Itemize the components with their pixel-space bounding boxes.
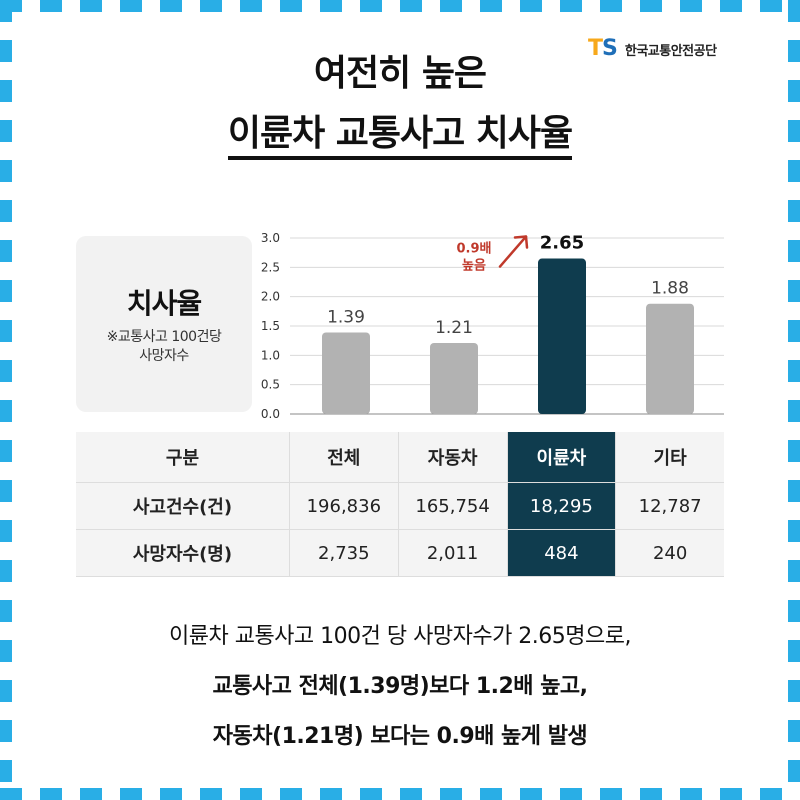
table-cell: 196,836 — [289, 482, 399, 530]
metric-label-box: 치사율 ※교통사고 100건당 사망자수 — [76, 236, 252, 412]
table-cell: 18,295 — [507, 482, 617, 530]
metric-note: ※교통사고 100건당 사망자수 — [76, 328, 252, 366]
table-header-row: 구분 전체 자동차 이륜차 기타 — [76, 432, 724, 483]
table-cell: 165,754 — [398, 482, 508, 530]
bar-2 — [430, 343, 478, 414]
bar-1 — [322, 332, 370, 414]
annotation-line2: 높음 — [462, 258, 486, 274]
table-cell: 240 — [615, 529, 724, 577]
table-cell: 484 — [507, 529, 617, 577]
table-header-cell: 자동차 — [398, 432, 508, 483]
y-tick-label: 0.0 — [261, 407, 280, 421]
annotation-line1: 0.9배 — [457, 241, 492, 257]
table-cell: 2,735 — [289, 529, 399, 577]
bar-chart: 0.0 0.5 1.0 1.5 2.0 2.5 3.0 1.39 1.21 2.65 1.88 0.9… — [261, 231, 724, 421]
title-line2: 이륜차 교통사고 치사율 — [0, 112, 800, 160]
table-row: 사망자수(명) 2,735 2,011 484 240 — [76, 529, 724, 577]
table-row: 사고건수(건) 196,836 165,754 18,295 12,787 — [76, 482, 724, 530]
metric-title: 치사율 — [126, 287, 202, 320]
bar-3 — [538, 258, 586, 414]
y-tick-label: 1.5 — [261, 319, 280, 333]
summary-line3: 자동차(1.21명) 보다는 0.9배 높게 발생 — [212, 724, 588, 749]
bar-4 — [646, 303, 694, 414]
title-line1: 여전히 높은 — [313, 53, 487, 94]
table-cell: 2,011 — [398, 529, 508, 577]
ts-logo-icon: TS — [588, 36, 618, 61]
table-header-cell: 기타 — [615, 432, 724, 483]
data-table: 구분 전체 자동차 이륜차 기타 사고건수(건) 196,836 165,754 18,295 1… — [76, 432, 724, 577]
brand-logo: TS 한국교통안전공단 — [588, 38, 717, 60]
arrow-shaft — [498, 235, 528, 268]
y-tick-label: 2.0 — [261, 290, 280, 304]
table-header-cell: 전체 — [289, 432, 399, 483]
brand-name: 한국교통안전공단 — [624, 43, 717, 59]
y-tick-label: 3.0 — [261, 231, 280, 245]
metric-note-line2: 사망자수 — [139, 348, 189, 364]
title-line2-text: 이륜차 교통사고 치사율 — [227, 113, 573, 160]
y-tick-label: 2.5 — [261, 260, 280, 274]
table-cell: 12,787 — [615, 482, 724, 530]
y-tick-label: 1.0 — [261, 348, 280, 362]
bar-value-label: 1.88 — [651, 279, 689, 299]
y-tick-label: 0.5 — [261, 378, 280, 392]
table-cell: 사망자수(명) — [76, 529, 290, 577]
bar-value-label: 2.65 — [540, 233, 584, 254]
table-header-cell: 이륜차 — [507, 432, 617, 483]
metric-note-line1: ※교통사고 100건당 — [106, 329, 222, 345]
bar-value-label: 1.21 — [435, 318, 473, 338]
summary-line1: 이륜차 교통사고 100건 당 사망자수가 2.65명으로, — [168, 624, 632, 649]
table-header-cell: 구분 — [76, 432, 290, 483]
summary-line2: 교통사고 전체(1.39명)보다 1.2배 높고, — [212, 674, 588, 699]
table-cell: 사고건수(건) — [76, 482, 290, 530]
bar-value-label: 1.39 — [327, 307, 365, 327]
arrow-up-icon — [513, 235, 529, 249]
